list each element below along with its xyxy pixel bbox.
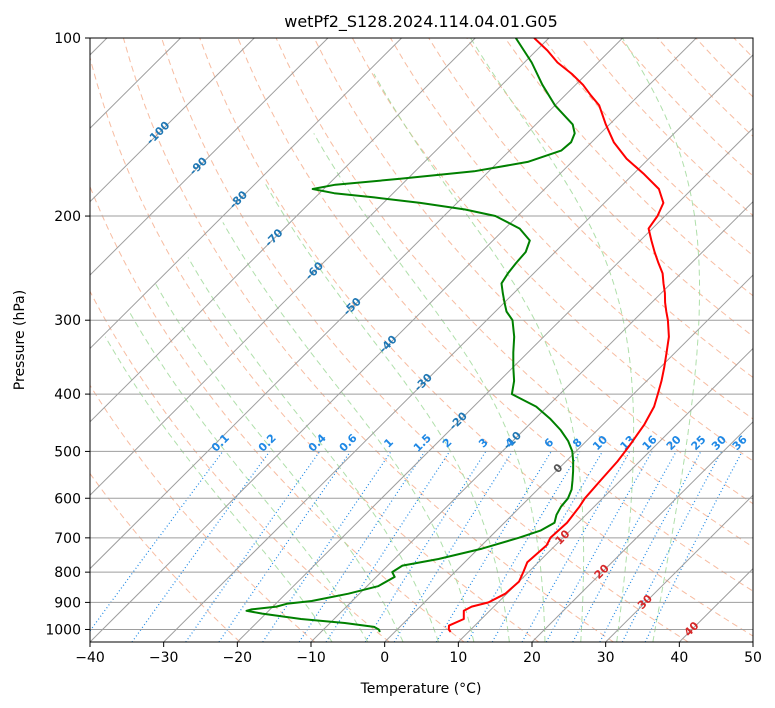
isotherm [163,54,753,642]
moist-adiabat [373,73,585,642]
dry-adiabat [504,38,753,297]
y-tick-label: 200 [54,209,81,225]
isotherm [90,38,623,570]
y-tick-label: 400 [54,387,81,403]
dry-adiabat [90,185,465,642]
mixing-ratio-line [435,451,552,642]
isotherm [90,38,402,350]
chart-title: wetPf2_S128.2024.114.04.01.G05 [284,12,558,32]
y-tick-label: 300 [54,313,81,329]
dry-adiabat [237,38,753,592]
dry-adiabat [90,384,316,642]
isotherm [605,494,753,642]
x-tick-label: −20 [223,650,253,666]
isotherm [236,127,753,642]
moist-adiabat [263,181,510,642]
dry-adiabat [466,38,753,338]
y-tick-label: 500 [54,444,81,460]
moist-adiabat [104,336,333,642]
moist-adiabat [470,38,635,642]
isotherm [531,421,753,642]
dry-adiabat [90,290,390,642]
mixing-ratio-line [325,451,451,642]
mixing-ratio-line [185,451,321,642]
moist-adiabat [621,38,701,642]
y-tick-label: 1000 [45,622,81,638]
x-tick-label: 30 [597,650,615,666]
x-tick-label: −10 [296,650,326,666]
dry-adiabat [351,38,753,462]
moist-adiabat [154,283,404,642]
x-tick-label: 40 [670,650,688,666]
moist-adiabat [128,311,369,642]
dry-adiabat [390,38,753,420]
background-lines [90,38,753,642]
axis-ticks: −40 −30 −20 −10 0 10 20 30 40 50 100 200 300 400 500 60… [45,31,762,666]
x-tick-label: 50 [744,650,762,666]
mixing-ratio-line [218,451,351,642]
isotherm [384,274,753,642]
isotherm [90,38,255,203]
temperature-profile [447,38,670,633]
isotherm [90,38,697,642]
mixing-ratio-line [572,451,677,642]
dry-adiabat [275,38,753,548]
moist-adiabat [222,222,475,642]
isotherm [90,38,550,496]
dry-adiabat [313,38,753,505]
dewpoint-profile [245,38,576,633]
isotherm [310,200,753,642]
plot-frame [89,37,754,643]
x-tick-label: 20 [523,650,541,666]
y-tick-label: 100 [54,31,81,47]
profile-lines [245,38,670,633]
mixing-ratio-line [393,451,513,642]
x-tick-label: −30 [149,650,179,666]
y-tick-label: 600 [54,491,81,507]
y-tick-label: 900 [54,595,81,611]
plot-background [90,38,753,642]
isotherm [90,38,329,276]
mixing-ratio-line [545,451,653,642]
dry-adiabat [122,38,614,642]
isotherm [90,38,476,423]
mixing-ratio-line [262,451,392,642]
moist-adiabat [187,257,439,642]
x-tick-label: 0 [380,650,389,666]
dry-adiabat [161,38,689,642]
mixing-ratio-line [644,451,743,642]
x-axis-label: Temperature (°C) [360,681,482,697]
y-axis-label: Pressure (hPa) [12,290,28,390]
mixing-ratio-line [521,451,631,642]
isotherm [752,641,753,642]
dry-adiabat [90,472,241,642]
y-tick-label: 800 [54,565,81,581]
mixing-ratio-line [131,451,271,642]
isotherm [457,347,753,642]
x-tick-label: −40 [75,650,105,666]
dry-adiabat [428,38,753,379]
dry-adiabat [90,55,540,642]
mixing-ratio-line [599,451,702,642]
y-tick-label: 700 [54,531,81,547]
x-tick-label: 10 [449,650,467,666]
